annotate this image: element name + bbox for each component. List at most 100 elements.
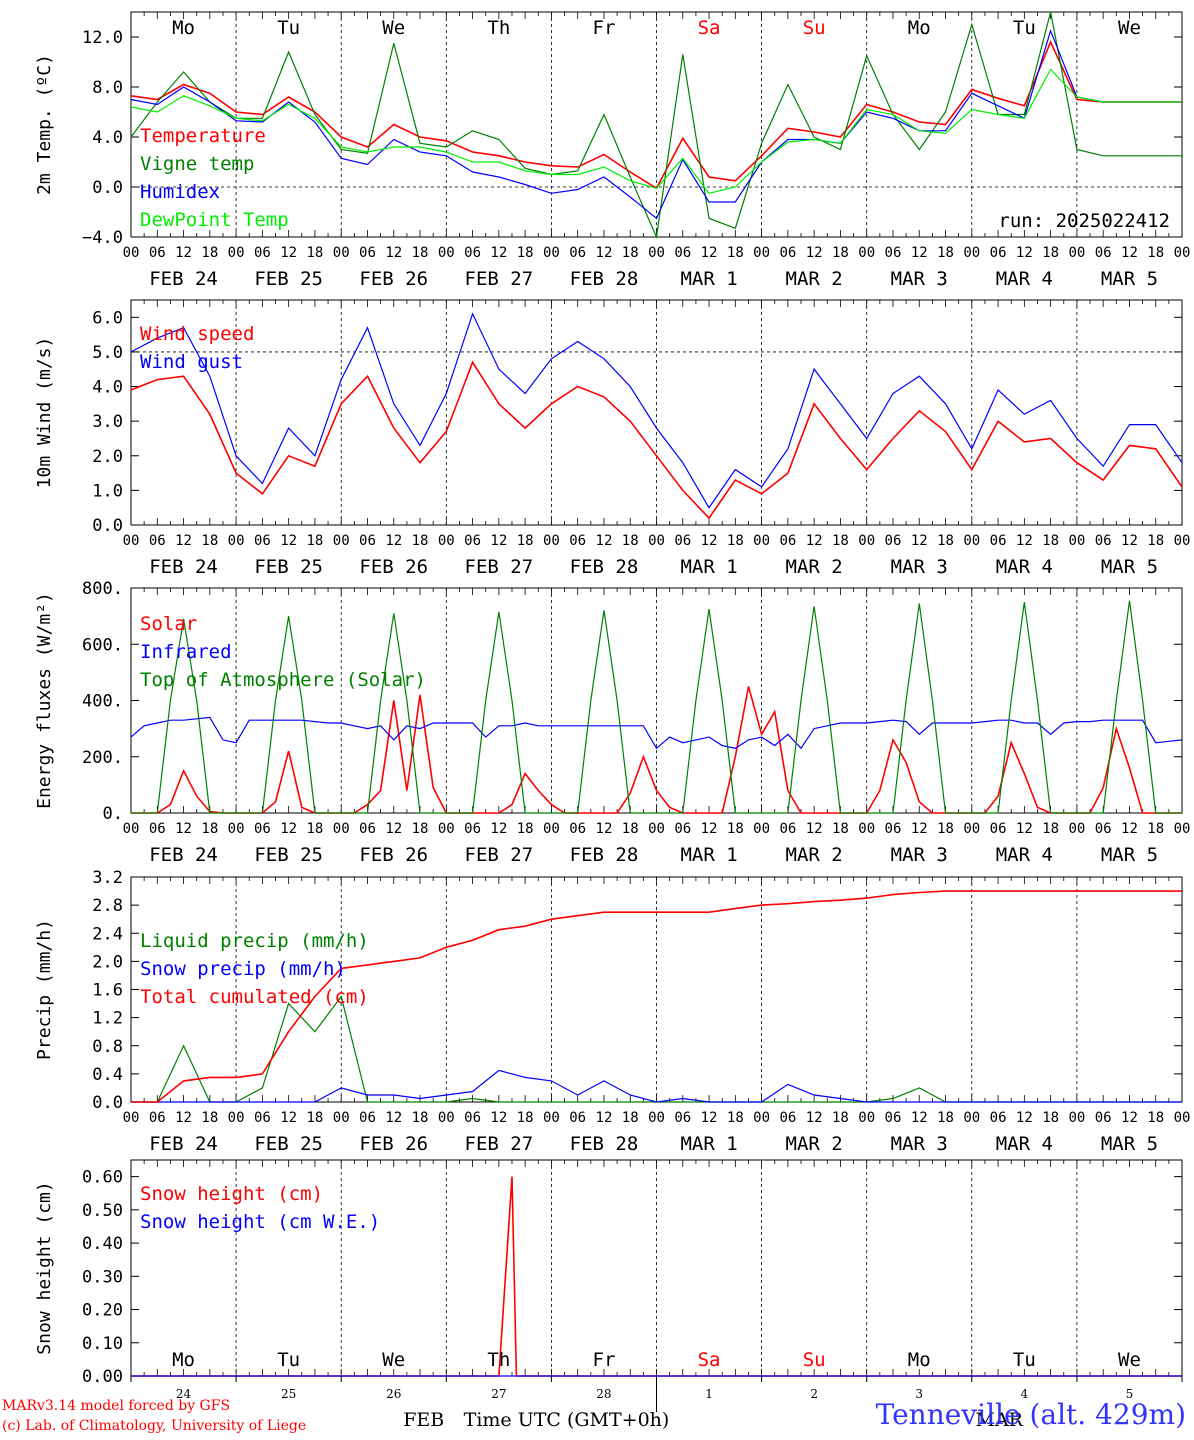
y-tick-label: 0.0 — [92, 178, 123, 198]
hour-label: 18 — [201, 533, 218, 549]
series-line — [130, 312, 1183, 509]
y-tick-label: 3.2 — [92, 868, 123, 888]
plot-frame — [130, 299, 1183, 526]
hour-label: 00 — [333, 533, 350, 549]
legend-entry: Solar — [140, 613, 197, 635]
hour-label: 06 — [569, 245, 586, 261]
weekday-label: Tu — [1013, 17, 1036, 39]
y-tick-label: 0.0 — [92, 516, 123, 536]
hour-label: 06 — [885, 245, 902, 261]
hour-label: 18 — [1042, 821, 1059, 837]
hour-label: 00 — [438, 821, 455, 837]
hour-label: 06 — [569, 821, 586, 837]
hour-label: 12 — [1016, 533, 1033, 549]
hour-label: 00 — [123, 821, 140, 837]
hour-label: 18 — [727, 821, 744, 837]
day-number: 25 — [281, 1387, 296, 1401]
hour-label: 00 — [858, 1110, 875, 1126]
hour-label: 18 — [622, 533, 639, 549]
hour-label: 00 — [438, 533, 455, 549]
plot-frame — [130, 587, 1183, 814]
hour-label: 06 — [885, 821, 902, 837]
hour-label: 06 — [885, 1110, 902, 1126]
hour-label: 18 — [832, 821, 849, 837]
hour-label: 00 — [858, 821, 875, 837]
series-line — [130, 716, 1183, 750]
series-line — [130, 360, 1183, 520]
day-number: 5 — [1126, 1387, 1134, 1401]
hour-label: 18 — [517, 245, 534, 261]
series-line — [130, 11, 1182, 240]
hour-label: 18 — [517, 1110, 534, 1126]
date-label: MAR 4 — [996, 844, 1053, 866]
hour-label: 12 — [596, 1110, 613, 1126]
date-label: MAR 5 — [1101, 844, 1158, 866]
hour-label: 18 — [937, 245, 954, 261]
hour-label: 18 — [832, 1110, 849, 1126]
hour-label: 18 — [517, 821, 534, 837]
hour-label: 12 — [490, 533, 507, 549]
y-tick-label: 2.4 — [92, 924, 123, 944]
day-number: 2 — [810, 1387, 818, 1401]
hour-label: 18 — [1147, 245, 1164, 261]
hour-label: 06 — [464, 1110, 481, 1126]
hour-label: 00 — [648, 533, 665, 549]
weekday-label: Mo — [908, 1349, 931, 1371]
y-tick-label: 0.4 — [92, 1065, 123, 1085]
date-label: FEB 28 — [570, 556, 639, 578]
hour-label: 12 — [701, 533, 718, 549]
hour-label: 12 — [175, 245, 192, 261]
hour-label: 18 — [306, 245, 323, 261]
legend-entry: Top of Atmosphere (Solar) — [140, 669, 426, 691]
hour-label: 06 — [779, 821, 796, 837]
day-number: 1 — [705, 1387, 713, 1401]
hour-label: 18 — [201, 821, 218, 837]
hour-label: 06 — [674, 821, 691, 837]
hour-label: 00 — [753, 1110, 770, 1126]
series-line — [131, 686, 1182, 814]
y-axis-label: Precip (mm/h) — [34, 919, 55, 1060]
y-tick-label: 0.50 — [82, 1201, 123, 1221]
date-label: MAR 5 — [1101, 556, 1158, 578]
hour-label: 12 — [490, 1110, 507, 1126]
hour-label: 00 — [543, 821, 560, 837]
hour-label: 06 — [359, 245, 376, 261]
hour-label: 06 — [990, 821, 1007, 837]
y-tick-label: 0.60 — [82, 1168, 123, 1188]
hour-label: 18 — [937, 1110, 954, 1126]
hour-label: 00 — [123, 1110, 140, 1126]
hour-label: 00 — [333, 1110, 350, 1126]
hour-label: 18 — [622, 1110, 639, 1126]
weekday-label: Fr — [593, 1349, 616, 1371]
hour-label: 00 — [228, 821, 245, 837]
date-label: MAR 3 — [891, 844, 948, 866]
day-number: 27 — [491, 1387, 506, 1401]
y-tick-label: 8.0 — [92, 78, 123, 98]
hour-label: 12 — [280, 245, 297, 261]
date-label: MAR 1 — [680, 844, 737, 866]
plot-frame — [130, 11, 1183, 238]
weekday-label: We — [382, 1349, 405, 1371]
hour-label: 12 — [175, 533, 192, 549]
hour-label: 18 — [306, 533, 323, 549]
hour-label: 00 — [228, 245, 245, 261]
date-label: MAR 2 — [786, 1133, 843, 1155]
hour-label: 06 — [569, 533, 586, 549]
hour-label: 00 — [1068, 821, 1085, 837]
hour-label: 18 — [412, 245, 429, 261]
hour-label: 18 — [727, 533, 744, 549]
hour-label: 00 — [543, 533, 560, 549]
hour-label: 12 — [1016, 821, 1033, 837]
y-tick-label: 4.0 — [92, 128, 123, 148]
legend-entry: Vigne temp — [140, 153, 254, 175]
legend-entry: Wind speed — [140, 323, 254, 345]
y-tick-label: 400. — [82, 692, 123, 712]
hour-label: 00 — [858, 245, 875, 261]
hour-label: 00 — [1068, 1110, 1085, 1126]
hour-label: 00 — [228, 533, 245, 549]
hour-label: 18 — [1042, 245, 1059, 261]
hour-label: 00 — [753, 533, 770, 549]
hour-label: 00 — [438, 245, 455, 261]
x-axis-title: Time UTC (GMT+0h) — [464, 1409, 670, 1431]
date-label: FEB 28 — [570, 1133, 639, 1155]
